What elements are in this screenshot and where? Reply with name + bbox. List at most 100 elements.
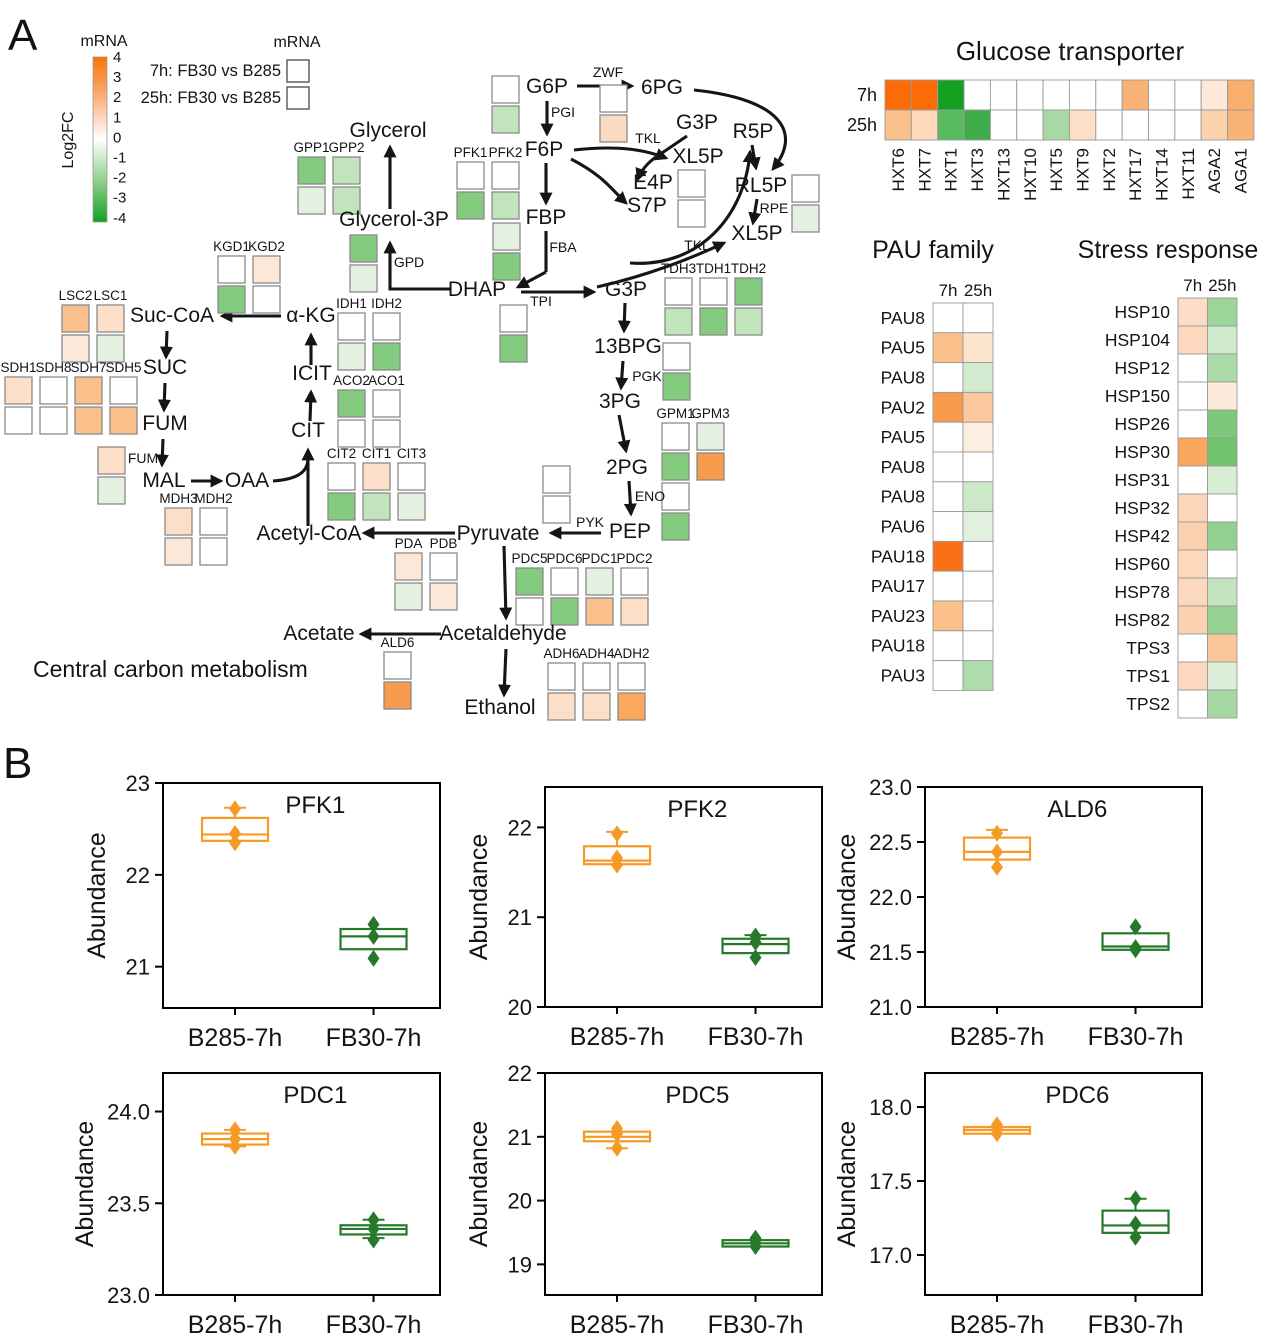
metabolite-label: α-KG <box>286 304 335 327</box>
data-point <box>229 1121 242 1139</box>
enzyme-label: LSC1 <box>94 288 128 303</box>
heatmap-cell <box>932 302 964 334</box>
colorbar-tick: 3 <box>113 69 121 86</box>
heatmap-col-label: HXT11 <box>1179 148 1198 200</box>
x-category-label: B285-7h <box>570 1311 665 1336</box>
heatmap-cell <box>1174 79 1202 111</box>
enzyme-mrna-cell <box>4 406 33 435</box>
heatmap-cell <box>1207 437 1238 467</box>
heatmap-col-label: HXT17 <box>1126 148 1145 201</box>
data-point <box>367 1231 380 1249</box>
heatmap-col-label: AGA2 <box>1205 148 1224 193</box>
reaction-label: RPE <box>760 200 789 216</box>
metabolite-label: XL5P <box>731 222 782 245</box>
enzyme-mrna-cell <box>734 307 763 336</box>
enzyme-label: TDH1 <box>696 261 731 276</box>
enzyme-label: PDC5 <box>511 551 547 566</box>
metabolite-label: 6PG <box>641 76 683 99</box>
plot-title: PDC1 <box>283 1082 347 1109</box>
metabolite-label: DHAP <box>448 278 506 301</box>
data-point <box>1129 918 1142 936</box>
metabolite-label: Acetyl-CoA <box>256 522 361 545</box>
reaction-label: PYK <box>576 514 605 530</box>
enzyme-mrna-cell <box>661 422 690 451</box>
heatmap-row-label: HSP78 <box>1115 582 1170 602</box>
enzyme-mrna-cell <box>109 376 138 405</box>
heatmap-row-label: PAU17 <box>871 576 925 596</box>
heatmap-cell <box>1148 109 1176 141</box>
data-point <box>367 1211 380 1229</box>
data-point <box>229 825 242 843</box>
pathway-arrow <box>499 545 513 621</box>
heatmap-cell <box>1068 79 1097 111</box>
x-category-label: B285-7h <box>188 1311 283 1336</box>
enzyme-mrna-cell <box>491 105 520 134</box>
data-point <box>611 825 624 843</box>
heatmap-cell <box>1207 297 1238 327</box>
plot-frame <box>544 1072 823 1296</box>
heatmap-row-label: TPS2 <box>1126 694 1170 714</box>
enzyme-mrna-cell <box>199 537 228 566</box>
pathway-arrow <box>629 149 756 265</box>
heatmap-cell <box>962 451 994 483</box>
heatmap-cell <box>1207 521 1238 551</box>
enzyme-label: ADH4 <box>578 646 615 661</box>
reaction-label: PGK <box>632 368 662 384</box>
colorbar-tick: -4 <box>113 210 126 227</box>
enzyme-mrna-cell <box>599 114 628 143</box>
y-tick-label: 22 <box>508 815 532 840</box>
x-category-label: FB30-7h <box>326 1024 422 1052</box>
enzyme-mrna-cell <box>456 161 485 190</box>
panel-b-canvas: 21 22 23 Abundance PFK1 B285-7h FB30-7h 20 21 22 A… <box>71 771 1203 1336</box>
enzyme-mrna-cell <box>550 567 579 596</box>
heatmap-cell <box>962 630 994 662</box>
heatmap-col-label: 25h <box>1208 276 1236 295</box>
enzyme-mrna-cell <box>734 277 763 306</box>
data-point <box>991 858 1004 876</box>
metabolite-label: SUC <box>143 356 187 379</box>
pathway-arrow <box>748 198 762 226</box>
metabolite-label: G3P <box>605 278 647 301</box>
heatmap-cell <box>932 540 964 572</box>
heatmap-cell <box>1177 549 1208 579</box>
data-point <box>229 834 242 852</box>
enzyme-mrna-cell <box>372 342 401 371</box>
pathway-title: Central carbon metabolism <box>33 656 308 682</box>
heatmap-cell <box>1177 381 1208 411</box>
data-point <box>229 1137 242 1155</box>
pathway-arrow <box>617 414 631 454</box>
enzyme-mrna-cell <box>661 482 690 511</box>
y-axis-label: Abundance <box>71 1121 99 1248</box>
y-tick-label: 23.0 <box>107 1283 150 1308</box>
heatmap-cell <box>1042 79 1070 111</box>
enzyme-label: ADH6 <box>543 646 579 661</box>
y-tick-label: 21 <box>508 1125 532 1150</box>
data-point <box>1129 1228 1142 1246</box>
heatmap-row-label: PAU8 <box>881 487 925 507</box>
heatmap-row-label: 7h <box>857 85 877 105</box>
colorbar-tick: -3 <box>113 190 126 207</box>
enzyme-label: ALD6 <box>381 635 415 650</box>
data-point <box>749 949 762 967</box>
enzyme-mrna-cell <box>394 552 423 581</box>
metabolite-label: Suc-CoA <box>130 304 214 327</box>
plot-frame <box>924 1072 1203 1296</box>
enzyme-label: GPP2 <box>328 140 364 155</box>
metabolite-label: G6P <box>526 75 568 98</box>
enzyme-mrna-cell <box>97 446 126 475</box>
enzyme-mrna-cell <box>252 285 281 314</box>
enzyme-label: PDC6 <box>546 551 582 566</box>
enzyme-mrna-cell <box>429 552 458 581</box>
enzyme-mrna-cell <box>617 662 646 691</box>
boxplot-pdc5: 19 20 21 22 Abundance PDC5 B285-7h FB30-7h <box>465 1061 823 1336</box>
heatmap-cell <box>1174 109 1202 141</box>
enzyme-mrna-cell <box>61 304 90 333</box>
heatmap-row-label: TPS1 <box>1126 666 1170 686</box>
heatmap-cell <box>1177 493 1208 523</box>
enzyme-mrna-cell <box>217 285 246 314</box>
y-tick-label: 22.0 <box>869 885 912 910</box>
y-tick-label: 17.5 <box>869 1169 912 1194</box>
metabolite-label: R5P <box>733 120 774 143</box>
heatmap-col-label: HXT10 <box>1021 148 1040 201</box>
heatmap-row-label: HSP12 <box>1115 358 1170 378</box>
